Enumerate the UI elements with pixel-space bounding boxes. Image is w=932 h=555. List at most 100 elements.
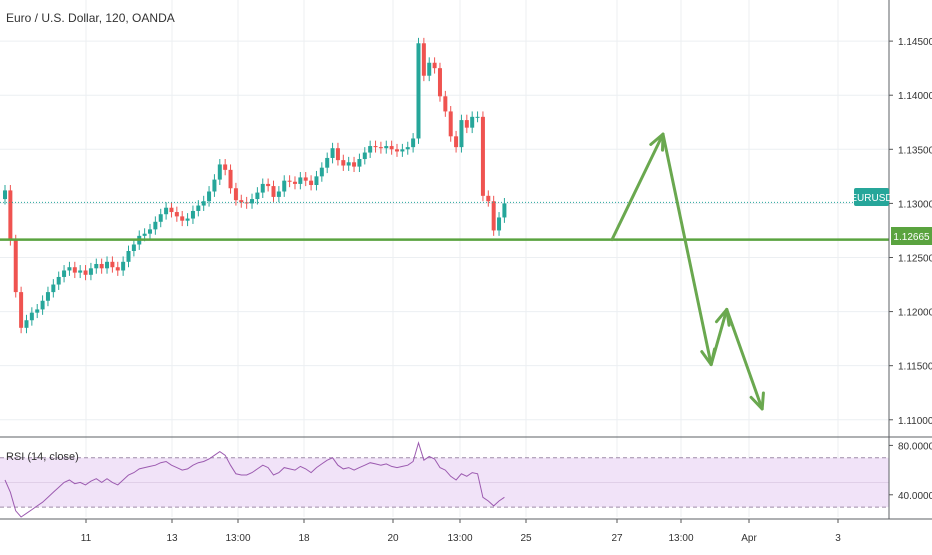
candle[interactable] — [475, 116, 480, 118]
candlestick-series[interactable] — [3, 37, 507, 334]
candle[interactable] — [395, 149, 400, 152]
candle[interactable] — [470, 116, 475, 128]
candle[interactable] — [19, 292, 24, 328]
candle[interactable] — [271, 186, 276, 197]
candle[interactable] — [45, 292, 50, 301]
candle[interactable] — [13, 240, 18, 293]
candle[interactable] — [250, 199, 255, 204]
candle[interactable] — [94, 263, 99, 269]
candle[interactable] — [51, 284, 56, 293]
candle[interactable] — [40, 300, 45, 310]
candle[interactable] — [432, 62, 437, 69]
candle[interactable] — [486, 195, 491, 202]
candle[interactable] — [427, 62, 432, 76]
candle[interactable] — [309, 180, 314, 186]
candle[interactable] — [325, 157, 330, 168]
candle[interactable] — [266, 183, 271, 187]
candle[interactable] — [228, 169, 233, 189]
candle[interactable] — [110, 261, 115, 268]
candle[interactable] — [405, 147, 410, 150]
candle[interactable] — [72, 267, 77, 273]
candle[interactable] — [29, 312, 34, 321]
candle[interactable] — [454, 136, 459, 148]
candle[interactable] — [180, 216, 185, 221]
candle[interactable] — [346, 162, 351, 166]
candle[interactable] — [502, 203, 507, 218]
candle[interactable] — [217, 164, 222, 180]
candle[interactable] — [282, 180, 287, 192]
candle[interactable] — [67, 267, 72, 271]
candle[interactable] — [207, 191, 212, 202]
candle[interactable] — [362, 152, 367, 160]
candle[interactable] — [464, 120, 469, 128]
candle[interactable] — [244, 202, 249, 204]
candle[interactable] — [201, 201, 206, 206]
candle[interactable] — [314, 176, 319, 186]
candle[interactable] — [491, 201, 496, 231]
candle[interactable] — [24, 320, 29, 328]
candle[interactable] — [62, 270, 67, 277]
candle[interactable] — [115, 267, 120, 271]
candle[interactable] — [357, 159, 362, 167]
candle[interactable] — [292, 181, 297, 184]
arrow-segment[interactable] — [661, 132, 713, 367]
candle[interactable] — [212, 179, 217, 192]
candle[interactable] — [153, 221, 158, 230]
candle[interactable] — [303, 177, 308, 181]
candle[interactable] — [158, 214, 163, 222]
candle[interactable] — [131, 244, 136, 251]
candle[interactable] — [480, 116, 485, 196]
arrow-segment[interactable] — [725, 307, 764, 411]
candle[interactable] — [384, 146, 389, 149]
candle[interactable] — [443, 96, 448, 112]
candle[interactable] — [260, 183, 265, 193]
candle[interactable] — [78, 270, 83, 273]
candle[interactable] — [319, 167, 324, 177]
candle[interactable] — [416, 43, 421, 139]
candle[interactable] — [223, 164, 228, 170]
candle[interactable] — [352, 162, 357, 167]
arrow-segment[interactable] — [709, 307, 729, 367]
candle[interactable] — [142, 233, 147, 236]
candle[interactable] — [330, 148, 335, 158]
candle[interactable] — [255, 192, 260, 200]
candle[interactable] — [298, 177, 303, 184]
candle[interactable] — [164, 207, 169, 215]
candle[interactable] — [448, 111, 453, 137]
candle[interactable] — [196, 205, 201, 211]
candle[interactable] — [437, 68, 442, 97]
candle[interactable] — [276, 191, 281, 197]
candle[interactable] — [373, 146, 378, 148]
candle[interactable] — [169, 207, 174, 213]
candle[interactable] — [190, 210, 195, 219]
candle[interactable] — [239, 200, 244, 203]
candle[interactable] — [147, 229, 152, 234]
candle[interactable] — [8, 190, 13, 241]
candle[interactable] — [411, 138, 416, 148]
forecast-arrows[interactable] — [610, 132, 765, 411]
candle[interactable] — [368, 146, 373, 153]
candle[interactable] — [3, 190, 7, 200]
candle[interactable] — [400, 149, 405, 152]
candle[interactable] — [185, 218, 190, 221]
candle[interactable] — [421, 43, 426, 76]
candle[interactable] — [126, 250, 131, 262]
candle[interactable] — [497, 217, 502, 231]
arrow-segment[interactable] — [610, 132, 665, 242]
candle[interactable] — [174, 212, 179, 217]
candle[interactable] — [105, 261, 110, 269]
candle[interactable] — [459, 120, 464, 148]
candle[interactable] — [378, 147, 383, 149]
candle[interactable] — [121, 261, 126, 271]
candle[interactable] — [287, 180, 292, 182]
candle[interactable] — [35, 309, 40, 313]
candle[interactable] — [56, 276, 61, 285]
candle[interactable] — [88, 268, 93, 275]
candle[interactable] — [83, 270, 88, 275]
candle[interactable] — [389, 146, 394, 150]
candle[interactable] — [233, 188, 238, 201]
candle[interactable] — [341, 160, 346, 166]
candle[interactable] — [335, 148, 340, 161]
